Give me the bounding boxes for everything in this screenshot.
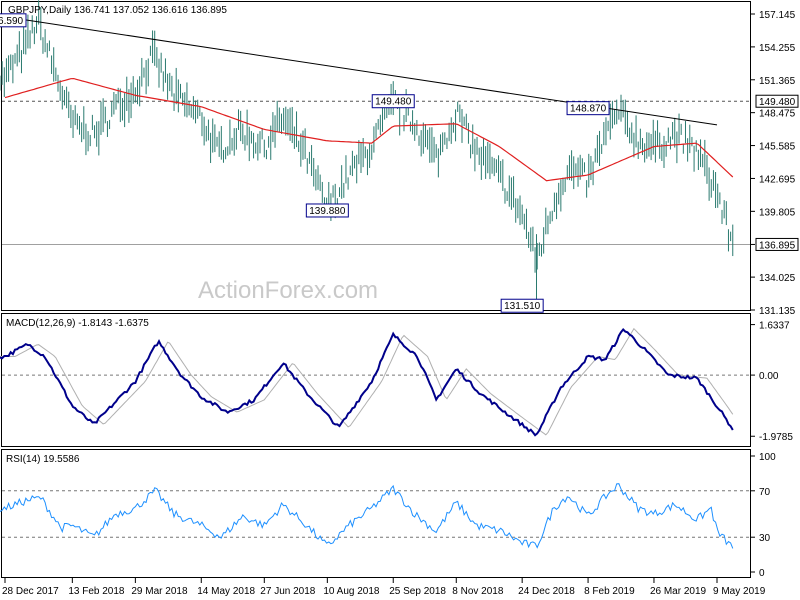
date-tick-label: 24 Dec 2018 — [518, 586, 575, 597]
resistance-price-tag — [755, 94, 799, 108]
macd-tick-label: -1.9785 — [759, 432, 793, 443]
macd-line — [0, 328, 734, 437]
macd-panel-frame — [1, 313, 751, 447]
price-annotation-label: 148.870 — [570, 104, 607, 115]
macd-tick-label: 1.6337 — [759, 321, 790, 332]
moving-average-line — [4, 77, 734, 182]
price-tick-label: 145.585 — [759, 142, 796, 153]
price-tick-label: 148.475 — [759, 109, 796, 120]
price-bars — [0, 0, 734, 306]
price-tick-label: 154.255 — [759, 43, 796, 54]
date-tick-label: 10 Aug 2018 — [323, 586, 380, 597]
date-tick-label: 27 Jun 2018 — [260, 586, 315, 597]
price-annotation-box — [0, 13, 27, 28]
macd-signal-line — [0, 327, 734, 436]
macd-title: MACD(12,26,9) -1.8143 -1.6375 — [6, 318, 149, 329]
price-tick-label: 142.695 — [759, 174, 796, 185]
date-tick-label: 28 Dec 2017 — [2, 586, 59, 597]
watermark: ActionForex.com — [198, 277, 378, 304]
date-tick-label: 8 Feb 2019 — [584, 586, 635, 597]
date-tick-label: 9 May 2019 — [713, 586, 766, 597]
rsi-panel-frame — [1, 449, 751, 578]
price-annotation-box — [566, 101, 610, 116]
price-tick-label: 136.895 — [759, 240, 796, 251]
rsi-tick-label: 0 — [759, 568, 765, 579]
date-tick-label: 13 Feb 2018 — [68, 586, 125, 597]
price-annotation-label: 131.510 — [504, 301, 541, 312]
date-tick-label: 26 Mar 2019 — [650, 586, 707, 597]
price-annotation-box — [371, 94, 415, 109]
price-tick-label: 157.145 — [759, 10, 796, 21]
price-annotation-label: 149.480 — [375, 97, 412, 108]
price-tick-label: 151.365 — [759, 76, 796, 87]
price-tick-label: 139.805 — [759, 207, 796, 218]
current-price-tag — [755, 237, 799, 251]
price-annotation-box — [305, 203, 349, 218]
rsi-line — [0, 483, 734, 549]
date-tick-label: 14 May 2018 — [197, 586, 255, 597]
price-title: GBPJPY,Daily 136.741 137.052 136.616 136… — [8, 5, 227, 16]
rsi-title: RSI(14) 19.5586 — [6, 454, 80, 465]
price-tick-label: 131.135 — [759, 306, 796, 317]
macd-tick-label: 0.00 — [759, 371, 779, 382]
rsi-tick-label: 100 — [759, 452, 776, 463]
price-annotations: 156.590 149.480 139.880 131.510 148.870 — [0, 13, 610, 313]
axis-labels: 157.145 154.255 151.365 148.475 145.585 142.6… — [2, 10, 799, 597]
price-panel-frame — [1, 1, 751, 311]
rsi-tick-label: 70 — [759, 487, 771, 498]
price-tick-label: 134.025 — [759, 273, 796, 284]
rsi-tick-label: 30 — [759, 533, 771, 544]
date-tick-label: 25 Sep 2018 — [389, 586, 446, 597]
price-annotation-box — [500, 298, 544, 313]
date-tick-label: 29 Mar 2018 — [131, 586, 188, 597]
date-tick-label: 8 Nov 2018 — [452, 586, 504, 597]
price-annotation-label: 156.590 — [0, 16, 24, 27]
resistance-price-label: 149.480 — [759, 97, 796, 108]
price-annotation-label: 139.880 — [309, 206, 346, 217]
